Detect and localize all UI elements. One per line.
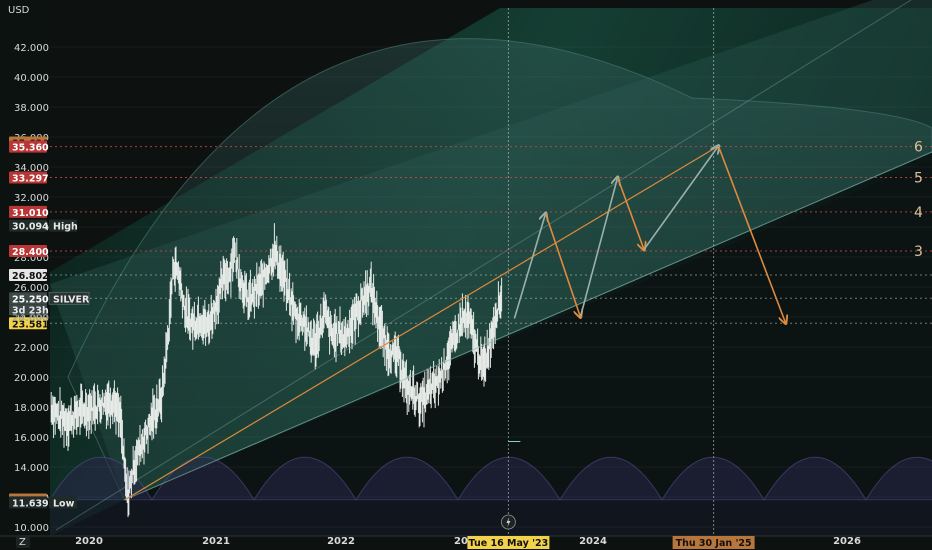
cycle-arc [763,457,867,501]
grid-layer [50,0,932,536]
y-tick-label: 38.000 [14,103,49,114]
trend-line [124,145,719,501]
zoom-badge [16,536,30,548]
y-tick-label: 42.000 [14,43,49,54]
date-tag-label: Tue 16 May '23 [469,538,549,549]
cycle-arc [559,457,663,501]
x-tick-label: 20 [454,536,468,547]
x-tick-label: 2020 [75,536,103,547]
cycle-arc [253,457,357,501]
price-tag-note: High [53,222,78,233]
price-tag [9,317,47,330]
x-tick-label: 2022 [327,536,355,547]
date-tag [672,536,755,549]
wave-label: 3 [914,244,923,260]
date-tag-label: Thu 30 Jan '25 [676,538,752,549]
lightning-glyph [506,517,511,527]
price-tag-label: 31.010 [12,208,49,219]
projection-down-arrow [544,213,581,318]
y-tick-label: 26.000 [14,283,49,294]
wave-label: 6 [914,140,923,156]
y-tick-label: 10.000 [14,523,49,534]
channel-lower-line [124,151,932,501]
price-tag-label: 30.094 [12,222,49,233]
hidden-tag-label: 24.000 [12,313,49,324]
y-tick-label: 40.000 [14,73,49,84]
drawing-overlay: 6 5 4 3 [124,140,932,501]
cycle-arc [865,457,932,501]
bottom-strip [50,500,932,536]
price-tag [9,219,47,232]
wave-label: 5 [914,171,923,187]
symbol-badge [48,291,90,305]
cycle-arc [661,457,765,501]
x-tick-label: 2024 [579,536,607,547]
cycle-arc [355,457,459,501]
price-tag-label: 23.581 [12,319,49,330]
y-tick-label: 14.000 [14,463,49,474]
countdown-bg [9,304,47,316]
projection-down-arrow [717,145,785,323]
price-tag [9,268,47,281]
x-tick-label: 2021 [202,536,230,547]
zoom-badge-label: Z [19,537,26,548]
cycle-arc [457,457,561,501]
price-tag [9,245,47,257]
x-tick-label: 2026 [833,536,861,547]
y-tick-label: 20.000 [14,373,49,384]
date-tag [467,536,550,549]
price-tag-note-bg [49,496,77,509]
price-tag-label: 33.297 [12,174,49,185]
price-tag-label: 35.360 [12,143,49,154]
price-tag [9,140,47,153]
currency-label: USD [8,5,30,16]
projection-up-arrow [643,146,718,250]
projection-up-arrow [513,214,545,319]
price-tag-note-bg [49,219,77,232]
price-tag-note: Low [53,498,75,509]
y-tick-label: 32.000 [14,193,49,204]
y-tick-label: 16.000 [14,433,49,444]
projection-down-arrow [616,177,644,250]
price-tag [9,292,47,305]
guide-line [55,0,912,531]
y-tick-label: 34.000 [14,163,49,174]
price-tag [9,205,47,218]
symbol-label: SILVER [53,294,90,305]
price-tag-label: 25.250 [12,294,49,305]
y-tick-label: 18.000 [14,403,49,414]
y-tick-label: 22.000 [14,343,49,354]
price-tag-label: 28.400 [12,247,49,258]
price-tag [9,171,47,184]
price-tag-label: 26.802 [12,271,49,282]
projection-up-arrow [579,178,617,318]
price-tag-label: 11.639 [12,498,49,509]
y-tick-label: 28.000 [14,253,49,264]
price-bars [50,223,503,518]
wave-label: 4 [914,205,923,221]
price-tag [9,496,47,509]
countdown-label: 3d 23h [12,305,49,316]
